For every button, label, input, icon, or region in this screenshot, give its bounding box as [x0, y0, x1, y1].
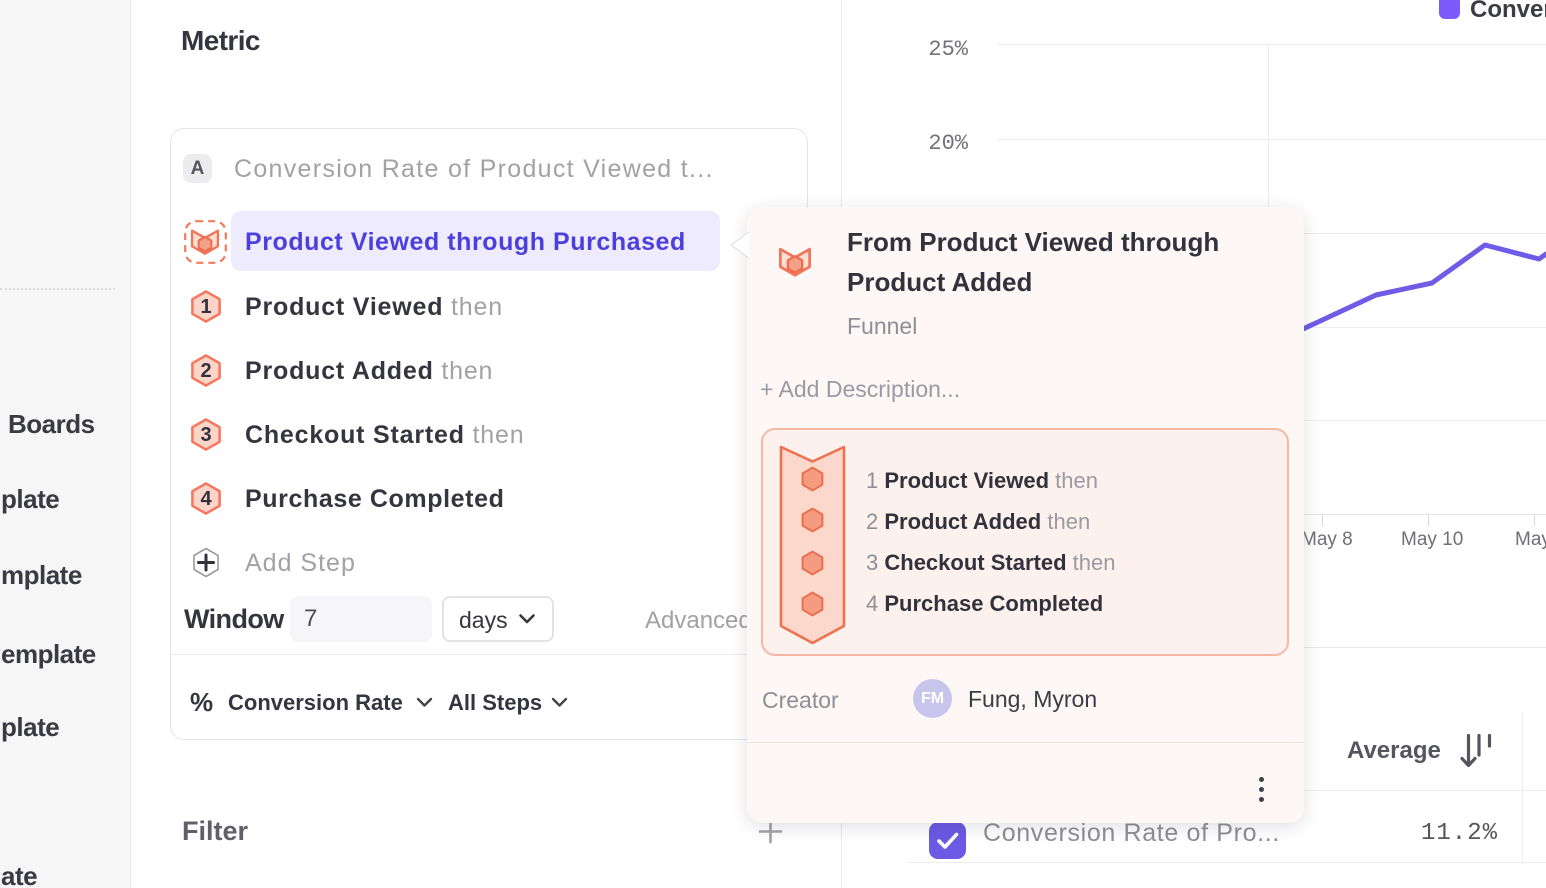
svg-text:2: 2	[200, 360, 211, 382]
svg-text:1: 1	[200, 296, 211, 318]
svg-text:4: 4	[200, 488, 212, 510]
svg-text:3: 3	[200, 424, 211, 446]
